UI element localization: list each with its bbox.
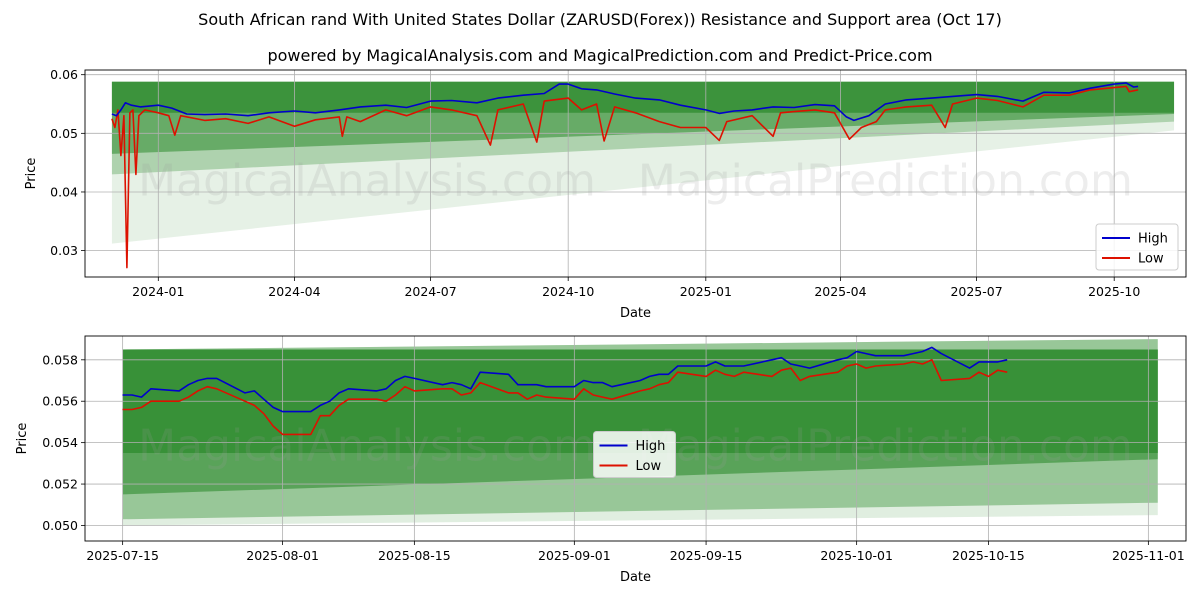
y-axis-label: Price [15, 423, 30, 455]
y-tick-label: 0.04 [50, 184, 78, 199]
x-tick-label: 2025-11-01 [1112, 548, 1185, 563]
x-tick-label: 2024-04 [268, 284, 320, 299]
chart-title: South African rand With United States Do… [198, 10, 1002, 29]
series-line-high [111, 82, 1139, 122]
chart-subtitle: powered by MagicalAnalysis.com and Magic… [267, 46, 933, 65]
x-axis-label: Date [620, 306, 651, 321]
axes-frame [84, 335, 1187, 542]
plot-area: MagicalAnalysis.com MagicalPrediction.co… [85, 336, 1186, 541]
x-tick-label: 2025-10-01 [820, 548, 893, 563]
y-tick-label: 0.052 [42, 477, 78, 492]
watermark: MagicalAnalysis.com MagicalPrediction.co… [138, 156, 1133, 207]
y-tick-label: 0.056 [42, 394, 78, 409]
y-tick-label: 0.050 [42, 518, 78, 533]
legend-label-high: High [1138, 232, 1168, 247]
y-tick-label: 0.03 [50, 243, 78, 258]
y-tick-label: 0.06 [50, 67, 78, 82]
x-axis-label: Date [620, 570, 651, 585]
chart-panel-1: MagicalAnalysis.com MagicalPrediction.co… [24, 67, 1187, 321]
legend-label-low: Low [1138, 252, 1164, 267]
x-tick-label: 2025-04 [814, 284, 866, 299]
x-tick-label: 2024-01 [132, 284, 184, 299]
series-line-low [111, 85, 1139, 269]
legend: High Low [593, 431, 676, 478]
series-line-high [122, 346, 1008, 413]
x-tick-label: 2025-08-01 [246, 548, 319, 563]
plot-area: MagicalAnalysis.com MagicalPrediction.co… [85, 70, 1186, 277]
x-tick-label: 2025-09-01 [538, 548, 611, 563]
legend-label-low: Low [636, 459, 662, 474]
x-tick-label: 2024-07 [404, 284, 456, 299]
x-tick-label: 2025-08-15 [378, 548, 451, 563]
y-axis-label: Price [24, 158, 39, 190]
x-tick-label: 2025-10 [1088, 284, 1140, 299]
x-tick-label: 2025-10-15 [952, 548, 1025, 563]
x-tick-label: 2025-09-15 [670, 548, 743, 563]
axes-frame [84, 69, 1187, 278]
legend-label-high: High [636, 439, 666, 454]
x-tick-label: 2025-07-15 [86, 548, 159, 563]
y-tick-label: 0.058 [42, 352, 78, 367]
y-tick-label: 0.05 [50, 126, 78, 141]
x-tick-label: 2024-10 [542, 284, 594, 299]
series-line-low [122, 359, 1008, 436]
resistance-support-band [111, 81, 1175, 113]
legend: High Low [1095, 223, 1179, 271]
y-tick-label: 0.054 [42, 435, 78, 450]
x-tick-label: 2025-01 [680, 284, 732, 299]
chart-panel-2: MagicalAnalysis.com MagicalPrediction.co… [15, 335, 1187, 585]
x-tick-label: 2025-07 [950, 284, 1002, 299]
